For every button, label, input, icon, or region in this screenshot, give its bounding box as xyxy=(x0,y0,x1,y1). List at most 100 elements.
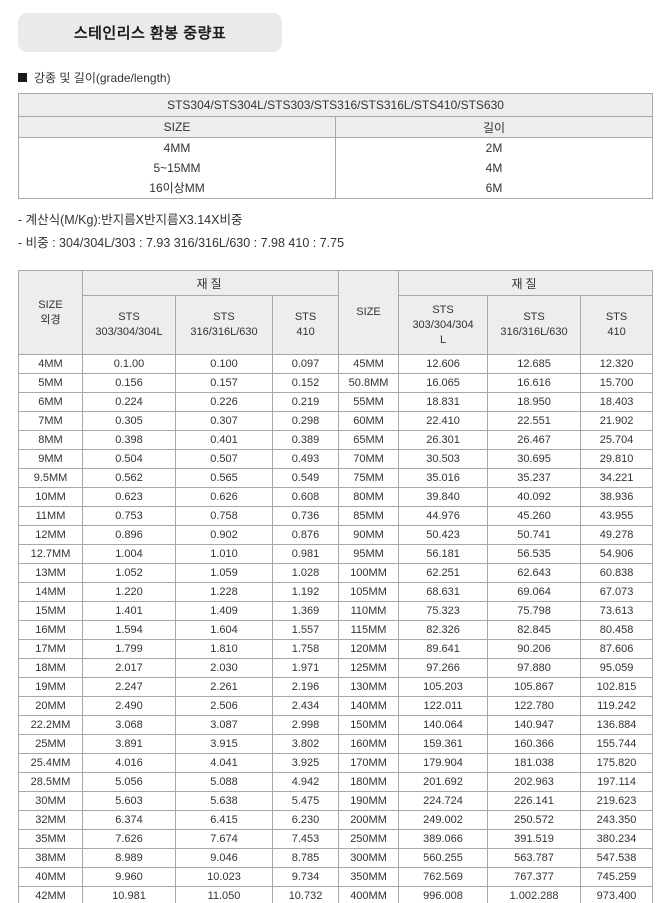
size-cell: 32MM xyxy=(18,810,83,830)
weight-cell: 43.955 xyxy=(580,506,654,526)
weight-cell: 0.152 xyxy=(271,373,340,393)
weight-cell: 0.507 xyxy=(175,449,273,469)
weight-cell: 0.626 xyxy=(175,487,273,507)
weight-cell: 140.947 xyxy=(487,715,582,735)
weight-cell: 1.971 xyxy=(271,658,340,678)
weight-cell: 56.535 xyxy=(487,544,582,564)
col-header-sts303-right: STS 303/304/304 L xyxy=(398,295,489,355)
table-row: 30MM 5.603 5.638 5.475 190MM 224.724 226… xyxy=(18,791,654,811)
weight-cell: 4.041 xyxy=(175,753,273,773)
weight-cell: 0.1.00 xyxy=(82,354,176,374)
weight-cell: 249.002 xyxy=(398,810,489,830)
size-cell: 19MM xyxy=(18,677,83,697)
weight-cell: 50.741 xyxy=(487,525,582,545)
weight-cell: 122.011 xyxy=(398,696,489,716)
weight-cell: 175.820 xyxy=(580,753,654,773)
size-cell: 300MM xyxy=(338,848,400,868)
weight-cell: 22.410 xyxy=(398,411,489,431)
size-cell: 80MM xyxy=(338,487,400,507)
size-cell: 65MM xyxy=(338,430,400,450)
weight-cell: 40.092 xyxy=(487,487,582,507)
weight-cell: 3.891 xyxy=(82,734,176,754)
weight-cell: 2.434 xyxy=(271,696,340,716)
weight-cell: 90.206 xyxy=(487,639,582,659)
table-row: 22.2MM 3.068 3.087 2.998 150MM 140.064 1… xyxy=(18,715,654,735)
size-cell: 200MM xyxy=(338,810,400,830)
weight-cell: 0.876 xyxy=(271,525,340,545)
weight-cell: 75.798 xyxy=(487,601,582,621)
table-row: 11MM 0.753 0.758 0.736 85MM 44.976 45.26… xyxy=(18,506,654,526)
weight-cell: 7.453 xyxy=(271,829,340,849)
size-cell: 95MM xyxy=(338,544,400,564)
weight-cell: 105.867 xyxy=(487,677,582,697)
weight-cell: 75.323 xyxy=(398,601,489,621)
weight-cell: 0.219 xyxy=(271,392,340,412)
weight-cell: 0.753 xyxy=(82,506,176,526)
table-row: 25MM 3.891 3.915 3.802 160MM 159.361 160… xyxy=(18,734,654,754)
weight-cell: 8.989 xyxy=(82,848,176,868)
weight-cell: 0.307 xyxy=(175,411,273,431)
weight-cell: 89.641 xyxy=(398,639,489,659)
table-row: 6MM 0.224 0.226 0.219 55MM 18.831 18.950… xyxy=(18,392,654,412)
weight-cell: 45.260 xyxy=(487,506,582,526)
size-cell: 42MM xyxy=(18,886,83,903)
size-cell: 13MM xyxy=(18,563,83,583)
weight-cell: 547.538 xyxy=(580,848,654,868)
weight-cell: 80.458 xyxy=(580,620,654,640)
weight-cell: 67.073 xyxy=(580,582,654,602)
weight-cell: 10.732 xyxy=(271,886,340,903)
size-cell: 14MM xyxy=(18,582,83,602)
size-cell: 55MM xyxy=(338,392,400,412)
weight-cell: 0.758 xyxy=(175,506,273,526)
weight-cell: 10.981 xyxy=(82,886,176,903)
weight-cell: 5.603 xyxy=(82,791,176,811)
weight-cell: 1.604 xyxy=(175,620,273,640)
size-cell: 120MM xyxy=(338,639,400,659)
weight-cell: 5.638 xyxy=(175,791,273,811)
weight-cell: 762.569 xyxy=(398,867,489,887)
weight-cell: 0.504 xyxy=(82,449,176,469)
weight-cell: 9.046 xyxy=(175,848,273,868)
weight-cell: 0.398 xyxy=(82,430,176,450)
col-header-sts303-left: STS 303/304/304L xyxy=(82,295,176,355)
weight-cell: 35.237 xyxy=(487,468,582,488)
weight-cell: 179.904 xyxy=(398,753,489,773)
size-cell: 6MM xyxy=(18,392,83,412)
size-cell: 190MM xyxy=(338,791,400,811)
table-row: 9.5MM 0.562 0.565 0.549 75MM 35.016 35.2… xyxy=(18,468,654,488)
weight-cell: 39.840 xyxy=(398,487,489,507)
grades-header-cell: STS304/STS304L/STS303/STS316/STS316L/STS… xyxy=(18,93,653,117)
size-cell: 16MM xyxy=(18,620,83,640)
weight-cell: 3.802 xyxy=(271,734,340,754)
weight-cell: 197.114 xyxy=(580,772,654,792)
weight-cell: 87.606 xyxy=(580,639,654,659)
weight-cell: 97.880 xyxy=(487,658,582,678)
table-row: 16MM 1.594 1.604 1.557 115MM 82.326 82.8… xyxy=(18,620,654,640)
length-item: 6M xyxy=(485,181,503,195)
size-cell: 9.5MM xyxy=(18,468,83,488)
weight-cell: 380.234 xyxy=(580,829,654,849)
weight-cell: 1.220 xyxy=(82,582,176,602)
weight-cell: 6.374 xyxy=(82,810,176,830)
table-row: 32MM 6.374 6.415 6.230 200MM 249.002 250… xyxy=(18,810,654,830)
weight-cell: 1.557 xyxy=(271,620,340,640)
weight-cell: 563.787 xyxy=(487,848,582,868)
size-cell: 25.4MM xyxy=(18,753,83,773)
weight-cell: 250.572 xyxy=(487,810,582,830)
table-row: 35MM 7.626 7.674 7.453 250MM 389.066 391… xyxy=(18,829,654,849)
table-row: 7MM 0.305 0.307 0.298 60MM 22.410 22.551… xyxy=(18,411,654,431)
table-row: 38MM 8.989 9.046 8.785 300MM 560.255 563… xyxy=(18,848,654,868)
size-cell: 11MM xyxy=(18,506,83,526)
weight-cell: 2.506 xyxy=(175,696,273,716)
weight-cell: 68.631 xyxy=(398,582,489,602)
table-row: 8MM 0.398 0.401 0.389 65MM 26.301 26.467… xyxy=(18,430,654,450)
weight-cell: 3.915 xyxy=(175,734,273,754)
weight-cell: 0.226 xyxy=(175,392,273,412)
size-cell: 15MM xyxy=(18,601,83,621)
weight-cell: 25.704 xyxy=(580,430,654,450)
weight-cell: 1.028 xyxy=(271,563,340,583)
size-cell: 180MM xyxy=(338,772,400,792)
weight-cell: 44.976 xyxy=(398,506,489,526)
weight-cell: 15.700 xyxy=(580,373,654,393)
table-row: 19MM 2.247 2.261 2.196 130MM 105.203 105… xyxy=(18,677,654,697)
